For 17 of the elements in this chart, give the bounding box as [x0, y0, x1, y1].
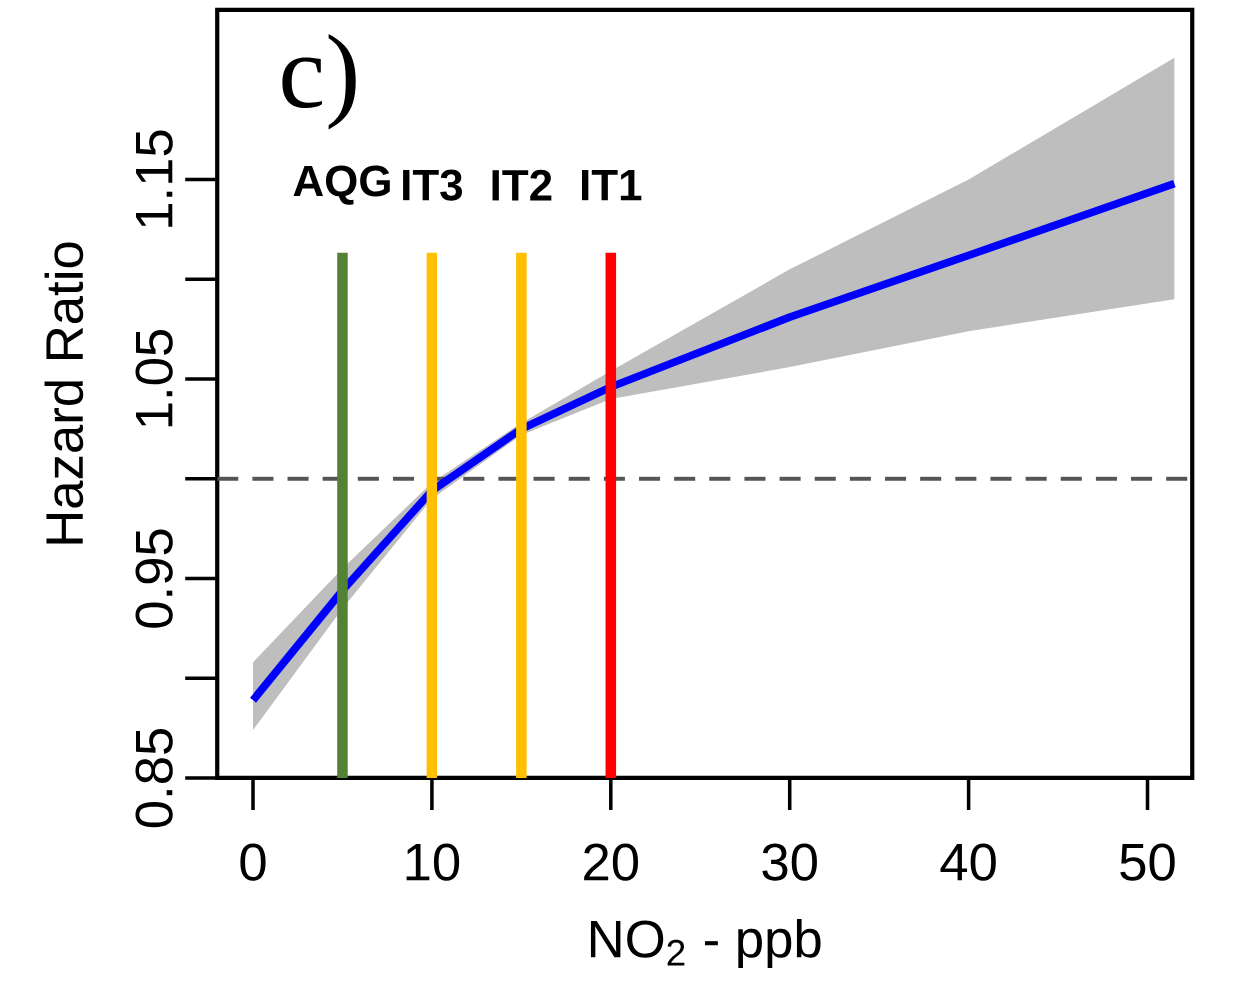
- x-tick-label: 0: [240, 843, 266, 881]
- ref-line-label: AQG: [293, 165, 390, 205]
- y-tick-label: 0.85: [135, 728, 173, 828]
- ref-line-label: IT1: [581, 169, 642, 201]
- annotation: c): [282, 33, 356, 130]
- x-tick-label: 50: [1120, 843, 1175, 881]
- y-axis-title: Hazard Ratio: [44, 242, 84, 544]
- x-tick-label: 30: [762, 843, 817, 881]
- x-tick-label: 40: [940, 843, 996, 881]
- ref-line-label: IT3: [403, 169, 463, 201]
- y-tick-label: 1.15: [136, 130, 173, 227]
- y-tick-label: 0.95: [135, 529, 173, 628]
- x-tick-label: 20: [584, 843, 639, 881]
- x-axis-title: NO$_{2}$ - ppb: [590, 919, 821, 969]
- x-tick-label: 10: [406, 843, 460, 881]
- y-tick-label: 1.05: [135, 329, 173, 427]
- ref-line-label: IT2: [492, 169, 552, 201]
